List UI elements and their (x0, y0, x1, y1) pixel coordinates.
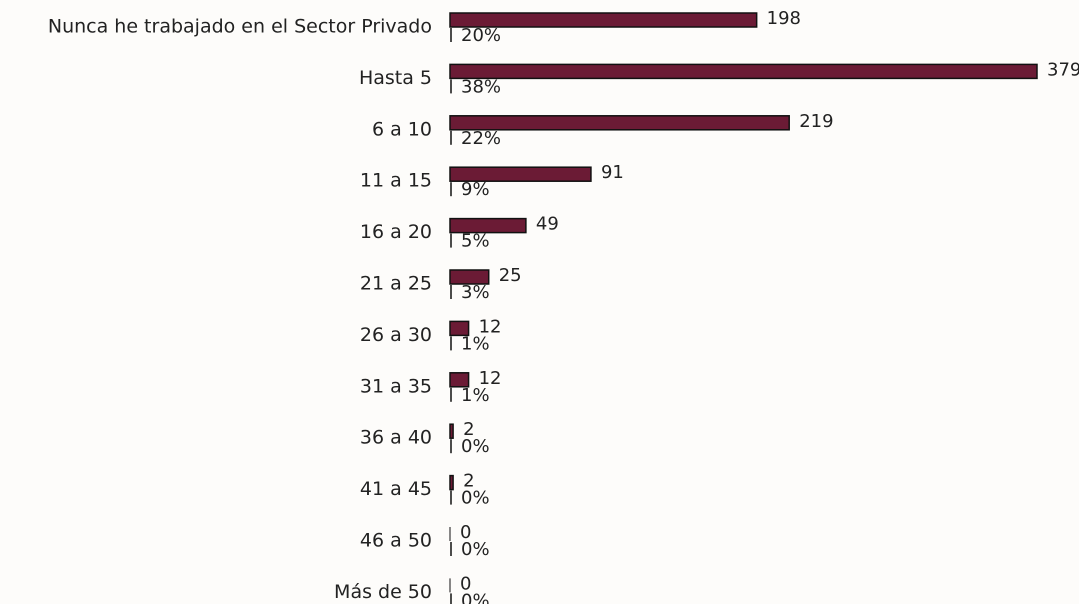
category-label: 46 a 50 (360, 530, 432, 552)
value-label: 12 (479, 316, 502, 337)
category-label: Hasta 5 (359, 67, 432, 89)
category-label: 21 a 25 (360, 273, 432, 295)
value-label: 49 (536, 214, 559, 235)
value-label: 0 (460, 573, 471, 594)
bar (449, 12, 758, 28)
percent-label: 0% (461, 488, 490, 509)
percent-label: 0% (461, 436, 490, 457)
bar (449, 423, 454, 439)
bar (449, 63, 1038, 80)
percent-label: 1% (461, 385, 490, 406)
value-label: 12 (479, 368, 502, 389)
value-label: 2 (463, 471, 474, 492)
category-label: 31 a 35 (360, 375, 432, 397)
value-label: 198 (767, 8, 801, 29)
percent-label: 5% (461, 231, 490, 252)
percent-label: 0% (461, 590, 490, 604)
percent-label: 38% (461, 76, 501, 97)
bar (449, 166, 592, 182)
bar (449, 320, 470, 337)
category-label: Nunca he trabajado en el Sector Privado (48, 16, 432, 38)
value-label: 25 (499, 265, 522, 286)
category-label: 26 a 30 (360, 324, 432, 346)
bar (449, 115, 790, 131)
bar (449, 269, 490, 285)
bar (449, 474, 454, 491)
category-label: Más de 50 (334, 581, 432, 603)
value-label: 219 (799, 111, 833, 132)
value-label: 379 (1047, 59, 1079, 80)
percent-label: 20% (461, 25, 501, 46)
value-label: 91 (601, 162, 624, 183)
category-label: 16 a 20 (360, 221, 432, 243)
bar (449, 372, 470, 388)
percent-label: 1% (461, 333, 490, 354)
category-label: 6 a 10 (372, 118, 432, 140)
category-label: 41 a 45 (360, 478, 432, 500)
percent-label: 9% (461, 179, 490, 200)
percent-label: 0% (461, 539, 490, 560)
category-label: 11 a 15 (360, 170, 432, 192)
bar (449, 217, 527, 234)
percent-label: 3% (461, 282, 490, 303)
value-label: 0 (460, 522, 471, 543)
percent-label: 22% (461, 128, 501, 149)
category-label: 36 a 40 (360, 427, 432, 449)
value-label: 2 (463, 419, 474, 440)
